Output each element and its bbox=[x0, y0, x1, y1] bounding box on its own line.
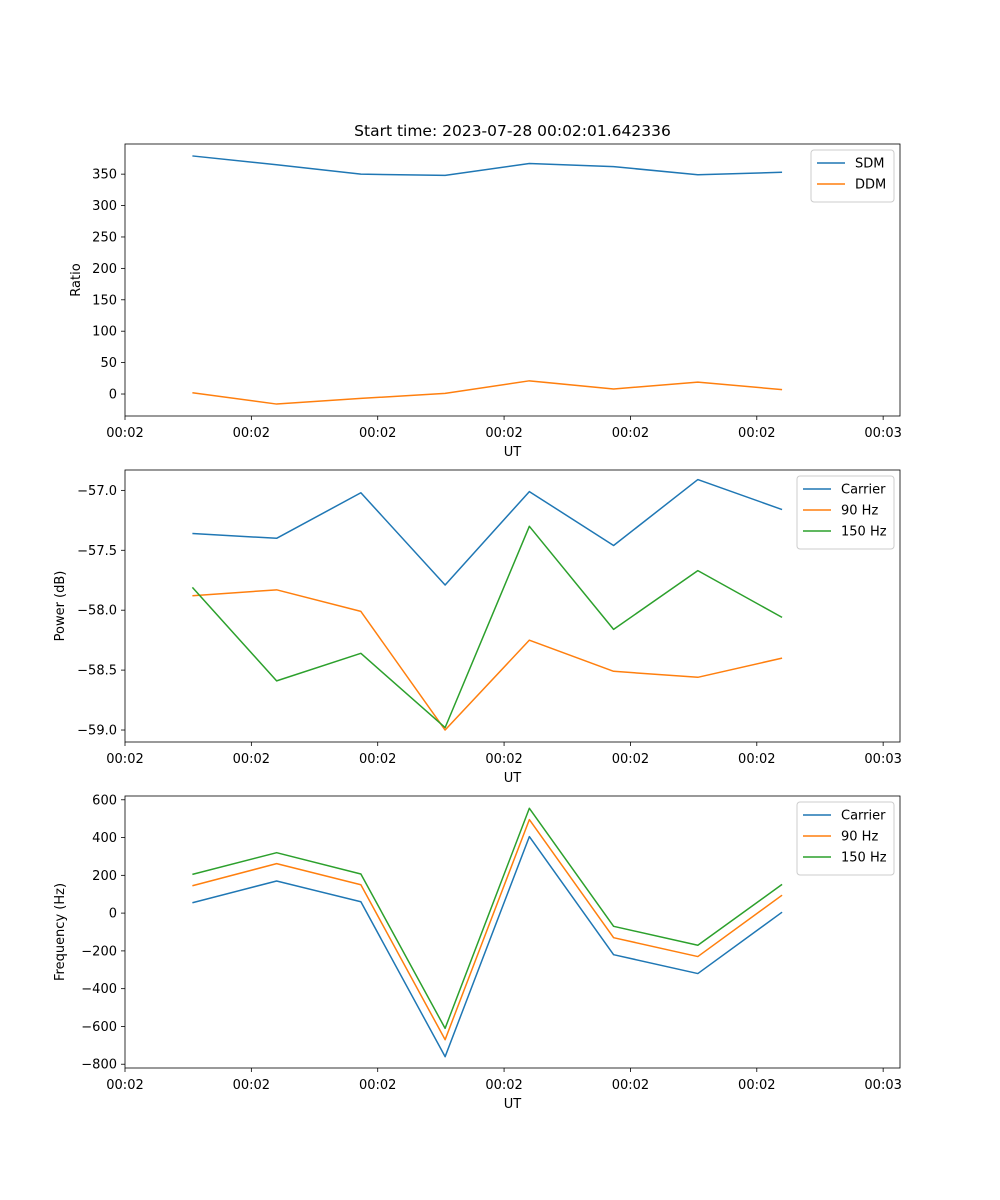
axes-frame bbox=[124, 469, 901, 743]
y-tick-label: 0 bbox=[109, 388, 117, 403]
x-axis-label: UT bbox=[504, 445, 522, 460]
x-tick-label: 00:02 bbox=[359, 752, 396, 767]
series-line-150-hz bbox=[192, 807, 783, 1030]
y-tick-label: −59.0 bbox=[77, 724, 117, 739]
legend-label: Carrier bbox=[841, 809, 886, 824]
y-tick-label: 600 bbox=[92, 793, 117, 808]
y-axis-label: Ratio bbox=[69, 263, 84, 296]
legend-label: 90 Hz bbox=[841, 830, 878, 845]
panel-2: 00:02 00:02 00:02 00:02 00:02 00:02 00:03 −59.0… bbox=[53, 469, 902, 786]
y-tick-label: 350 bbox=[92, 168, 117, 183]
legend-label: 150 Hz bbox=[841, 851, 887, 866]
series-line-ddm bbox=[192, 380, 783, 405]
y-tick-label: 300 bbox=[92, 199, 117, 214]
x-tick-label: 00:03 bbox=[864, 426, 901, 441]
x-tick-label: 00:02 bbox=[485, 426, 522, 441]
x-tick-label: 00:02 bbox=[106, 426, 143, 441]
x-tick-label: 00:02 bbox=[738, 1078, 775, 1093]
y-tick-label: −600 bbox=[81, 1020, 117, 1035]
y-tick-label: −58.0 bbox=[77, 604, 117, 619]
x-tick-label: 00:02 bbox=[738, 426, 775, 441]
y-tick-label: −57.5 bbox=[77, 544, 117, 559]
y-tick-label: −58.5 bbox=[77, 664, 117, 679]
series-line-150-hz bbox=[191, 525, 783, 729]
y-tick-label: 0 bbox=[109, 907, 117, 922]
x-tick-label: 00:02 bbox=[359, 1078, 396, 1093]
x-tick-label: 00:02 bbox=[106, 752, 143, 767]
x-tick-label: 00:02 bbox=[612, 426, 649, 441]
legend-label: Carrier bbox=[841, 483, 886, 498]
x-tick-label: 00:02 bbox=[738, 752, 775, 767]
y-axis-label: Power (dB) bbox=[53, 571, 68, 642]
y-tick-label: −800 bbox=[81, 1058, 117, 1073]
axes-frame bbox=[124, 795, 901, 1069]
figure-title: Start time: 2023-07-28 00:02:01.642336 bbox=[354, 122, 671, 140]
y-tick-label: 250 bbox=[92, 230, 117, 245]
x-tick-label: 00:02 bbox=[485, 1078, 522, 1093]
y-tick-label: 50 bbox=[100, 356, 117, 371]
x-axis-label: UT bbox=[504, 771, 522, 786]
legend-label: SDM bbox=[855, 157, 884, 172]
y-tick-label: 150 bbox=[92, 293, 117, 308]
x-axis-label: UT bbox=[504, 1097, 522, 1112]
panel-1: 00:02 00:02 00:02 00:02 00:02 00:02 00:03 0 50 10… bbox=[69, 143, 902, 460]
series-line-carrier bbox=[192, 478, 783, 586]
y-tick-label: 100 bbox=[92, 325, 117, 340]
x-tick-label: 00:02 bbox=[612, 1078, 649, 1093]
x-tick-label: 00:02 bbox=[233, 752, 270, 767]
panels: 00:02 00:02 00:02 00:02 00:02 00:02 00:03 0 50 10… bbox=[53, 143, 902, 1112]
y-tick-label: 200 bbox=[92, 869, 117, 884]
x-tick-label: 00:02 bbox=[106, 1078, 143, 1093]
y-tick-label: 400 bbox=[92, 831, 117, 846]
legend-label: DDM bbox=[855, 178, 886, 193]
x-tick-label: 00:02 bbox=[233, 1078, 270, 1093]
y-tick-label: 200 bbox=[92, 262, 117, 277]
legend-label: 90 Hz bbox=[841, 504, 878, 519]
y-axis-label: Frequency (Hz) bbox=[53, 883, 68, 981]
x-tick-label: 00:02 bbox=[612, 752, 649, 767]
legend: Carrier 90 Hz 150 Hz bbox=[796, 801, 895, 876]
legend: Carrier 90 Hz 150 Hz bbox=[796, 475, 895, 550]
series-line-carrier bbox=[192, 835, 783, 1058]
axes-frame bbox=[124, 143, 901, 417]
x-tick-label: 00:02 bbox=[233, 426, 270, 441]
y-tick-label: −400 bbox=[81, 982, 117, 997]
series-line-sdm bbox=[192, 155, 783, 177]
x-tick-label: 00:02 bbox=[359, 426, 396, 441]
series-line-90-hz bbox=[192, 589, 783, 731]
y-tick-label: −200 bbox=[81, 944, 117, 959]
x-tick-label: 00:03 bbox=[864, 1078, 901, 1093]
series-line-90-hz bbox=[192, 818, 783, 1041]
y-tick-label: −57.0 bbox=[77, 484, 117, 499]
legend-label: 150 Hz bbox=[841, 525, 887, 540]
panel-3: 00:02 00:02 00:02 00:02 00:02 00:02 00:03 −800 −… bbox=[53, 793, 902, 1112]
x-tick-label: 00:03 bbox=[864, 752, 901, 767]
x-tick-label: 00:02 bbox=[485, 752, 522, 767]
legend: SDM DDM bbox=[810, 149, 895, 203]
